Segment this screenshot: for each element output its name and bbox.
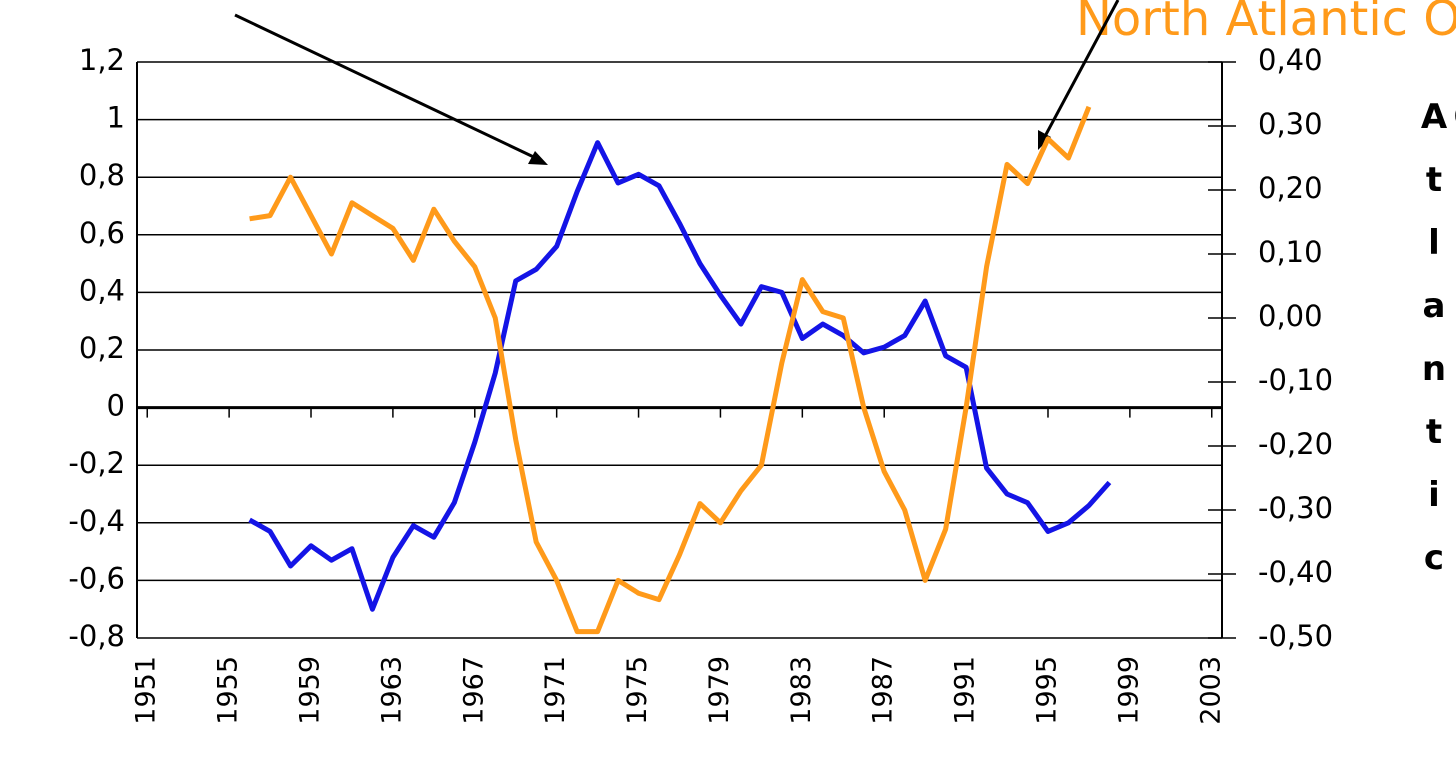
x-tick-label: 2003 bbox=[1195, 656, 1226, 725]
y-tick-label: -0,8 bbox=[68, 619, 125, 653]
y-tick-label: -0,2 bbox=[68, 446, 125, 480]
y-tick-label: -0,4 bbox=[68, 504, 125, 538]
y2-tick-label: 0,00 bbox=[1258, 299, 1323, 333]
x-tick-label: 1967 bbox=[458, 656, 489, 725]
y-tick-label: -0,6 bbox=[68, 561, 125, 595]
arrow bbox=[1041, 0, 1120, 141]
x-tick-label: 1979 bbox=[704, 656, 735, 725]
annotation: North Atlantic Ocean bbox=[1076, 0, 1456, 47]
x-tick-label: 1955 bbox=[213, 656, 244, 725]
y-tick-label: 1,2 bbox=[79, 43, 125, 77]
x-tick-label: 1987 bbox=[868, 656, 899, 725]
x-tick-label: 1975 bbox=[622, 656, 653, 725]
y2-tick-label: 0,30 bbox=[1258, 107, 1323, 141]
y-tick-label: 0,2 bbox=[79, 331, 125, 365]
x-tick-label: 1991 bbox=[950, 656, 981, 725]
y2-tick-label: 0,40 bbox=[1258, 43, 1323, 77]
arrow bbox=[234, 13, 541, 162]
series-line bbox=[248, 140, 1112, 612]
y2-tick-label: 0,10 bbox=[1258, 235, 1323, 269]
y2-tick-label: -0,30 bbox=[1258, 491, 1333, 525]
y2-tick-label: -0,20 bbox=[1258, 427, 1333, 461]
x-tick-label: 1971 bbox=[540, 656, 571, 725]
y2-tick-label: 0,20 bbox=[1258, 171, 1323, 205]
series-line bbox=[249, 105, 1092, 635]
x-tick-label: 1995 bbox=[1031, 656, 1062, 725]
y-tick-label: 0,6 bbox=[79, 216, 125, 250]
y-tick-label: 0 bbox=[107, 389, 125, 423]
x-tick-label: 1963 bbox=[376, 656, 407, 725]
annotation: OST Atlantic bbox=[1414, 97, 1456, 601]
x-tick-label: 1951 bbox=[131, 656, 162, 725]
y-tick-label: 0,8 bbox=[79, 158, 125, 192]
x-tick-label: 1983 bbox=[786, 656, 817, 725]
y2-tick-label: -0,10 bbox=[1258, 363, 1333, 397]
arrow-head bbox=[528, 151, 548, 165]
y-tick-label: 1 bbox=[107, 101, 125, 135]
arrow-head bbox=[1038, 130, 1051, 150]
y2-tick-label: -0,40 bbox=[1258, 555, 1333, 589]
x-tick-label: 1959 bbox=[295, 656, 326, 725]
y2-tick-label: -0,50 bbox=[1258, 619, 1333, 653]
y-tick-label: 0,4 bbox=[79, 273, 125, 307]
x-tick-label: 1999 bbox=[1113, 656, 1144, 725]
